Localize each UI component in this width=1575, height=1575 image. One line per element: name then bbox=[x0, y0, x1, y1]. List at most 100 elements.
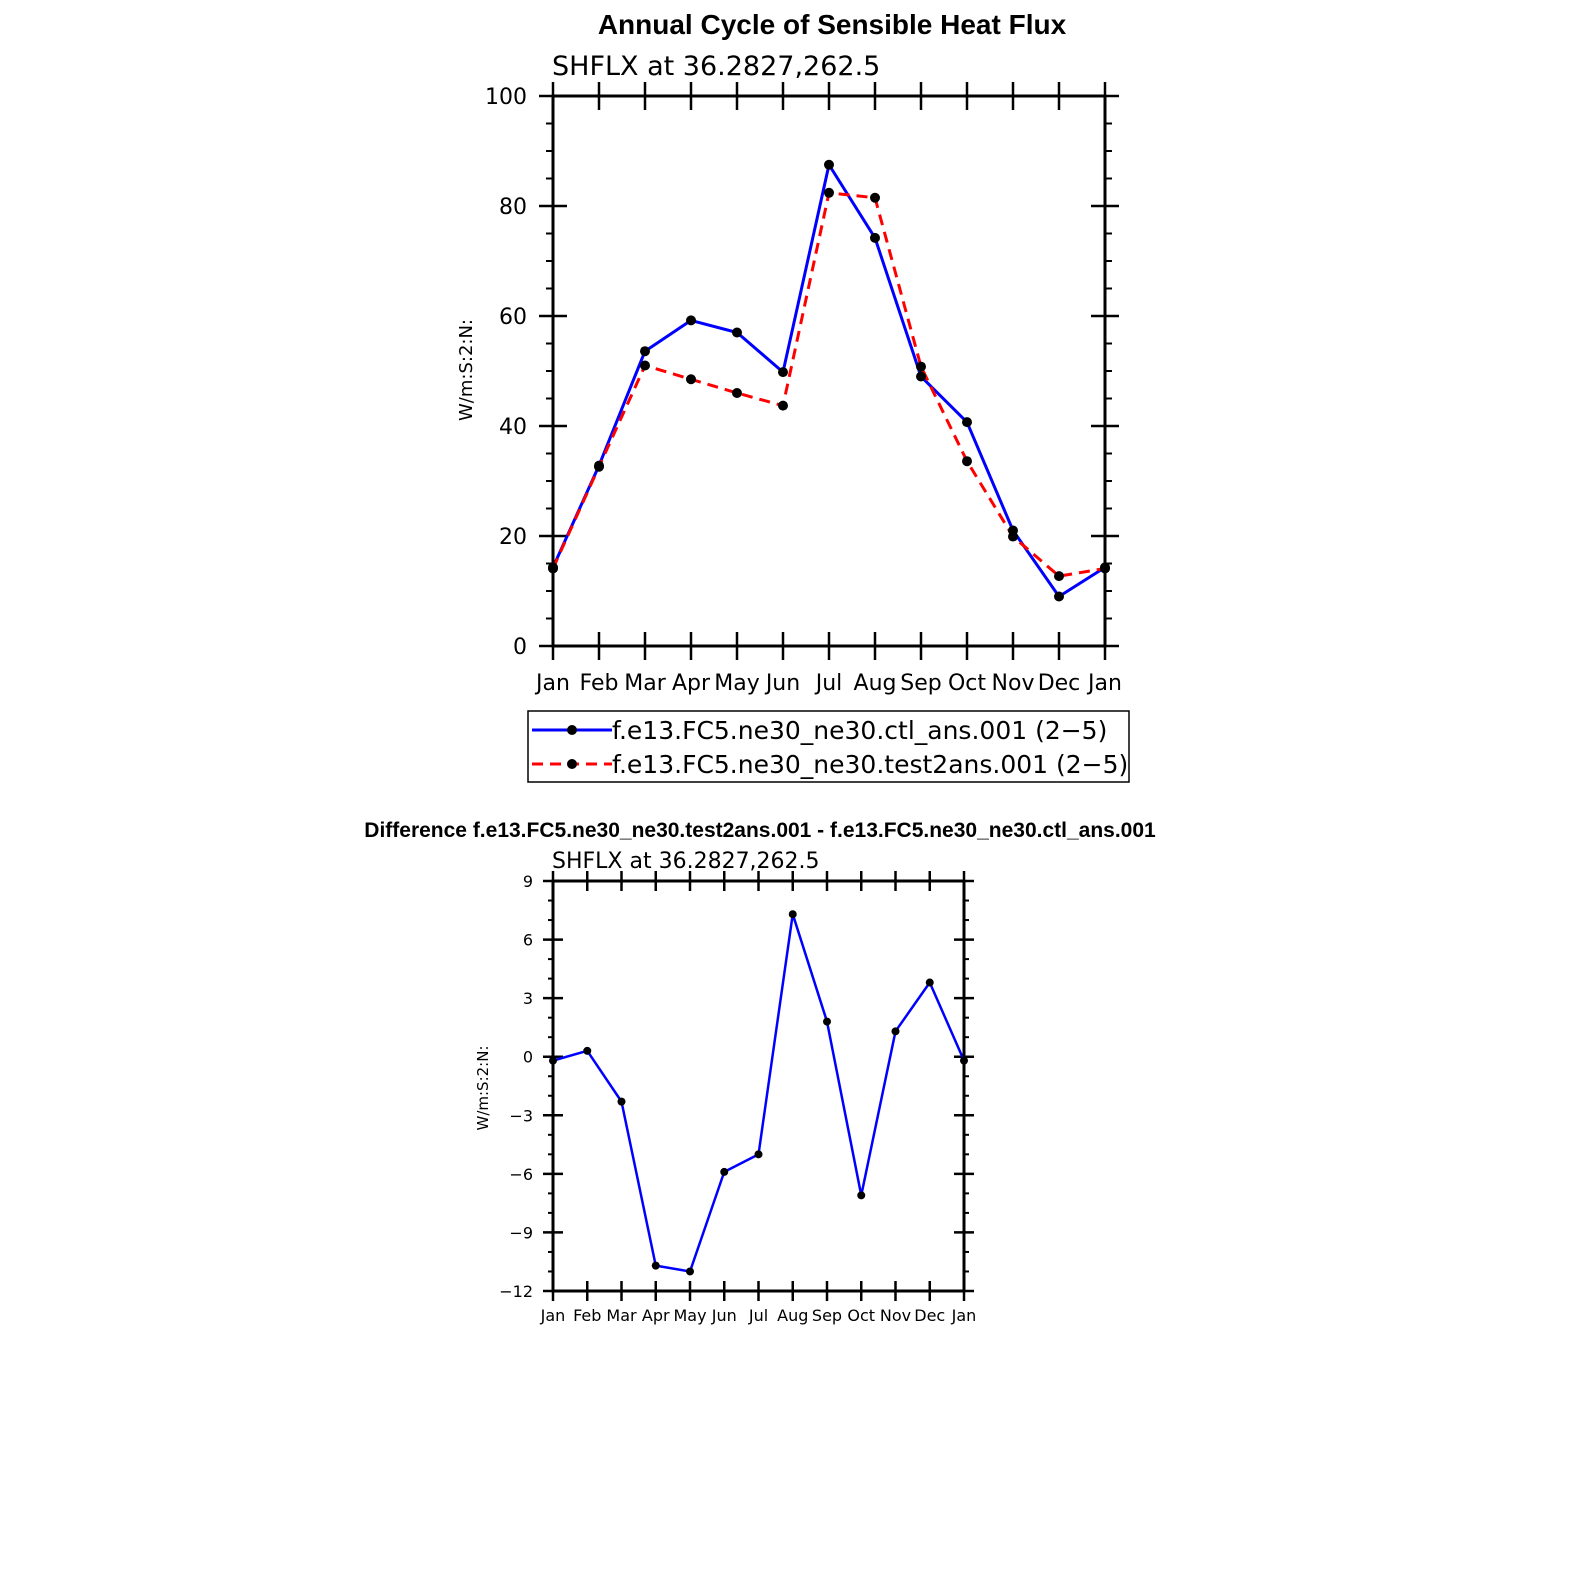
series-line-0 bbox=[551, 163, 1106, 598]
legend-box bbox=[527, 710, 1130, 783]
data-point bbox=[732, 327, 742, 338]
y-tick-label: −6 bbox=[509, 1165, 533, 1184]
data-point bbox=[788, 910, 797, 919]
x-tick-label: Feb bbox=[573, 1306, 601, 1325]
difference-x-tick-labels: Jan Feb Mar Apr May Jun Jul Aug Sep Oct Nov Dec Jan bbox=[540, 1306, 977, 1325]
y-tick-label: 0 bbox=[523, 1048, 533, 1067]
x-tick-label: Aug bbox=[777, 1306, 808, 1325]
y-tick-label: 0 bbox=[513, 635, 527, 660]
data-point bbox=[962, 417, 972, 428]
x-tick-label: Mar bbox=[624, 671, 666, 696]
series-line-1 bbox=[551, 191, 1106, 578]
y-tick-label: 60 bbox=[499, 305, 527, 330]
y-tick-label: −9 bbox=[509, 1223, 533, 1242]
data-point bbox=[870, 232, 880, 243]
x-tick-label: Sep bbox=[900, 671, 941, 696]
data-point bbox=[594, 461, 604, 472]
data-point bbox=[778, 400, 788, 411]
y-axis-label: W/m:S:2:N: bbox=[456, 319, 477, 421]
data-point bbox=[720, 1167, 729, 1176]
y-tick-label: 80 bbox=[499, 195, 527, 220]
difference-plot-frame bbox=[551, 879, 966, 1293]
x-tick-label: Jun bbox=[711, 1306, 737, 1325]
x-tick-label: Jan bbox=[951, 1306, 977, 1325]
chart-subtitle: SHFLX at 36.2827,262.5 bbox=[552, 51, 880, 82]
data-point bbox=[916, 371, 926, 382]
data-point bbox=[891, 1027, 900, 1036]
legend-label-test: f.e13.FC5.ne30_ne30.test2ans.001 (2−5) bbox=[612, 750, 1128, 779]
y-tick-label: −12 bbox=[499, 1282, 533, 1301]
x-tick-label: Jun bbox=[764, 671, 800, 696]
difference-subtitle: SHFLX at 36.2827,262.5 bbox=[552, 849, 820, 874]
data-point bbox=[640, 360, 650, 371]
data-point bbox=[916, 361, 926, 372]
data-point bbox=[823, 1017, 831, 1026]
x-tick-label: Aug bbox=[854, 671, 897, 696]
y-tick-label: 9 bbox=[523, 872, 533, 891]
data-point bbox=[1054, 571, 1064, 582]
data-point bbox=[617, 1097, 626, 1106]
y-tick-labels: 0 20 40 60 80 100 bbox=[485, 85, 527, 660]
x-tick-label: Oct bbox=[847, 1306, 875, 1325]
data-point bbox=[754, 1150, 763, 1159]
data-point bbox=[583, 1046, 592, 1055]
y-tick-label: −3 bbox=[509, 1106, 533, 1125]
x-tick-label: Mar bbox=[606, 1306, 637, 1325]
plot-frame bbox=[551, 94, 1107, 648]
data-point bbox=[651, 1261, 660, 1270]
y-tick-label: 20 bbox=[499, 525, 527, 550]
x-tick-label: Jul bbox=[748, 1306, 768, 1325]
legend-entry-ctl: f.e13.FC5.ne30_ne30.ctl_ans.001 (2−5) bbox=[532, 716, 1107, 745]
difference-title: Difference f.e13.FC5.ne30_ne30.test2ans.… bbox=[364, 819, 1156, 842]
x-tick-label: Sep bbox=[812, 1306, 842, 1325]
data-point bbox=[778, 367, 788, 378]
legend: f.e13.FC5.ne30_ne30.ctl_ans.001 (2−5) f.… bbox=[527, 710, 1130, 783]
data-point bbox=[870, 192, 880, 203]
chart-title: Annual Cycle of Sensible Heat Flux bbox=[598, 9, 1067, 40]
difference-chart: Difference f.e13.FC5.ne30_ne30.test2ans.… bbox=[364, 819, 1156, 1325]
data-point bbox=[962, 456, 972, 467]
x-tick-label: Nov bbox=[880, 1306, 911, 1325]
x-tick-labels: Jan Feb Mar Apr May Jun Jul Aug Sep Oct Nov Dec Jan bbox=[534, 671, 1122, 696]
data-point bbox=[824, 187, 834, 198]
data-point bbox=[1054, 591, 1064, 602]
series-group bbox=[548, 159, 1110, 602]
difference-y-tick-labels: −12 −9 −6 −3 0 3 6 9 bbox=[499, 872, 533, 1301]
x-tick-label: Dec bbox=[914, 1306, 945, 1325]
data-point bbox=[1008, 531, 1018, 542]
y-tick-label: 100 bbox=[485, 85, 527, 110]
y-tick-label: 3 bbox=[523, 989, 533, 1008]
x-tick-label: Jul bbox=[814, 671, 843, 696]
series-line-0 bbox=[552, 912, 966, 1273]
x-tick-label: Nov bbox=[992, 671, 1035, 696]
data-point bbox=[824, 159, 834, 170]
x-tick-label: Jan bbox=[1086, 671, 1122, 696]
x-tick-label: May bbox=[673, 1306, 706, 1325]
x-tick-label: Apr bbox=[642, 1306, 670, 1325]
data-point bbox=[640, 346, 650, 357]
x-tick-label: May bbox=[714, 671, 759, 696]
difference-series-group bbox=[549, 910, 968, 1276]
legend-label-ctl: f.e13.FC5.ne30_ne30.ctl_ans.001 (2−5) bbox=[612, 716, 1107, 745]
data-point bbox=[925, 978, 934, 987]
difference-y-axis-label: W/m:S:2:N: bbox=[474, 1046, 492, 1131]
y-tick-label: 6 bbox=[523, 931, 533, 950]
data-point bbox=[686, 315, 696, 326]
legend-marker-test bbox=[567, 759, 577, 769]
x-tick-label: Dec bbox=[1038, 671, 1081, 696]
data-point bbox=[686, 374, 696, 385]
x-tick-label: Jan bbox=[540, 1306, 566, 1325]
data-point bbox=[686, 1267, 694, 1276]
difference-tick-marks bbox=[543, 871, 974, 1301]
x-tick-label: Apr bbox=[672, 671, 711, 696]
x-tick-label: Oct bbox=[948, 671, 986, 696]
y-tick-label: 40 bbox=[499, 415, 527, 440]
legend-entry-test: f.e13.FC5.ne30_ne30.test2ans.001 (2−5) bbox=[532, 750, 1128, 779]
legend-marker-ctl bbox=[567, 725, 577, 735]
x-tick-label: Feb bbox=[580, 671, 619, 696]
annual-cycle-chart: Annual Cycle of Sensible Heat Flux SHFLX… bbox=[456, 9, 1130, 783]
x-tick-label: Jan bbox=[534, 671, 570, 696]
data-point bbox=[857, 1191, 866, 1200]
